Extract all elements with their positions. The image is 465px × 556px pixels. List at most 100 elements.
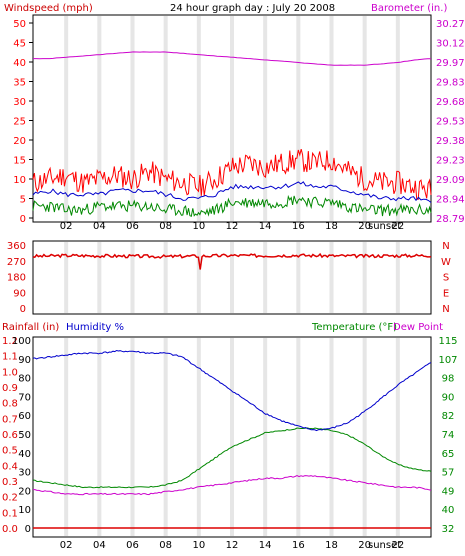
chart-title: 24 hour graph day : July 20 2008 <box>170 3 335 14</box>
y-tick-label-left: 15 <box>13 156 26 167</box>
grid-column <box>97 338 102 536</box>
panel3-temperature-axis: 32 40 49 57 65 74 82 90 98 107 115 <box>438 336 457 535</box>
dewpoint-axis-title: Dew Point <box>393 322 443 333</box>
direction-tick-label: 180 <box>7 273 26 284</box>
grid-column <box>230 16 234 221</box>
grid-column <box>64 16 69 221</box>
y-tick-label-left: 45 <box>13 39 26 50</box>
x-tick-label: 14 <box>259 221 272 232</box>
grid-column <box>163 16 168 221</box>
temperature-tick-label: 98 <box>442 374 455 385</box>
humidity-tick-label: 40 <box>18 449 31 460</box>
x-tick-label: 12 <box>226 221 239 232</box>
humidity-axis-title: Humidity % <box>66 322 124 333</box>
direction-tick-label: 270 <box>7 257 26 268</box>
y-tick-label-right: 30.27 <box>436 19 465 30</box>
humidity-temperature-panel: 0.00.10.20.30.40.50.60.70.80.91.01.11.2 … <box>2 336 458 551</box>
x-tick-label: 18 <box>325 540 338 551</box>
grid-column <box>329 16 334 221</box>
grid-column <box>362 242 367 313</box>
rainfall-tick-label: 1.1 <box>2 352 18 363</box>
grid-column <box>196 338 201 536</box>
grid-column <box>395 16 400 221</box>
humidity-line <box>32 349 432 432</box>
humidity-tick-label: 10 <box>18 505 31 516</box>
humidity-tick-label: 60 <box>18 411 31 422</box>
grid-column <box>362 338 367 536</box>
y-tick-label-right: 30.12 <box>436 39 465 50</box>
grid-column <box>97 16 102 221</box>
y-tick-label-left: 0 <box>20 214 26 225</box>
temperature-tick-label: 65 <box>442 449 455 460</box>
grid-column <box>362 16 367 221</box>
compass-tick-label: W <box>441 257 451 268</box>
grid-column <box>130 242 135 313</box>
humidity-tick-label: 20 <box>18 486 31 497</box>
temperature-tick-label: 57 <box>442 468 455 479</box>
rainfall-tick-label: 0.2 <box>2 493 18 504</box>
y-tick-label-right: 29.68 <box>436 97 465 108</box>
y-tick-label-right: 28.94 <box>436 195 465 206</box>
grid-column <box>130 338 135 536</box>
grid-column <box>263 338 268 536</box>
x-tick-label: 12 <box>226 540 239 551</box>
grid-column <box>263 242 268 313</box>
x-tick-label: 18 <box>325 221 338 232</box>
barometer-axis-title: Barometer (in.) <box>371 3 447 14</box>
panel3-sunset-label: sunset <box>368 540 401 551</box>
compass-tick-label: N <box>442 304 449 315</box>
y-tick-label-left: 25 <box>13 117 26 128</box>
x-tick-label: 04 <box>93 221 106 232</box>
barometer-line <box>33 51 431 66</box>
x-tick-label: 06 <box>126 540 139 551</box>
y-tick-label-left: 20 <box>13 136 26 147</box>
wind-average-line <box>32 181 432 203</box>
compass-tick-label: E <box>443 288 449 299</box>
grid-column <box>296 16 301 221</box>
rainfall-tick-label: 0.8 <box>2 399 18 410</box>
humidity-tick-label: 70 <box>18 392 31 403</box>
grid-column <box>395 338 400 536</box>
grid-column <box>163 242 168 313</box>
grid-column <box>230 338 234 536</box>
y-tick-label-left: 40 <box>13 58 26 69</box>
compass-tick-label: N <box>442 241 449 252</box>
rainfall-tick-label: 0.9 <box>2 383 18 394</box>
panel3-x-axis: 02 04 06 08 10 12 14 16 18 20 22 <box>60 540 404 551</box>
x-tick-label: 16 <box>292 221 305 232</box>
humidity-tick-label: 100 <box>12 336 31 347</box>
temperature-tick-label: 74 <box>442 430 455 441</box>
grid-column <box>163 338 168 536</box>
humidity-tick-label: 30 <box>18 468 31 479</box>
x-tick-label: 22 <box>391 540 404 551</box>
grid-column <box>130 16 135 221</box>
x-tick-label: 02 <box>60 540 73 551</box>
y-tick-label-right: 29.23 <box>436 156 465 167</box>
x-tick-label: 08 <box>159 221 172 232</box>
y-tick-label-right: 29.38 <box>436 136 465 147</box>
y-tick-label-right: 29.53 <box>436 117 465 128</box>
panel2-grid <box>64 242 400 313</box>
rainfall-tick-label: 0.7 <box>2 414 18 425</box>
temperature-tick-label: 32 <box>442 524 455 535</box>
x-tick-label: 04 <box>93 540 106 551</box>
dewpoint-line <box>33 475 432 496</box>
wind-barometer-panel: 0 5 10 15 20 25 30 35 40 45 50 28.79 28.94 29.09 29.2… <box>13 14 465 232</box>
rainfall-tick-label: 1.2 <box>2 336 18 347</box>
x-tick-label: 14 <box>259 540 272 551</box>
temperature-tick-label: 40 <box>442 505 455 516</box>
wind-low-line <box>32 194 432 218</box>
temperature-tick-label: 107 <box>438 355 457 366</box>
grid-column <box>196 242 201 313</box>
grid-column <box>296 338 301 536</box>
x-tick-label: 10 <box>192 540 205 551</box>
panel1-right-axis: 28.79 28.94 29.09 29.23 29.38 29.53 29.68 29.83… <box>436 19 465 225</box>
y-tick-label-left: 30 <box>13 97 26 108</box>
panel3-grid <box>64 338 400 536</box>
wind-direction-line <box>32 252 432 270</box>
x-tick-label: 22 <box>391 221 404 232</box>
panel1-x-axis: 02 04 06 08 10 12 14 16 18 20 22 <box>60 221 404 232</box>
grid-column <box>296 242 301 313</box>
grid-column <box>64 338 69 536</box>
